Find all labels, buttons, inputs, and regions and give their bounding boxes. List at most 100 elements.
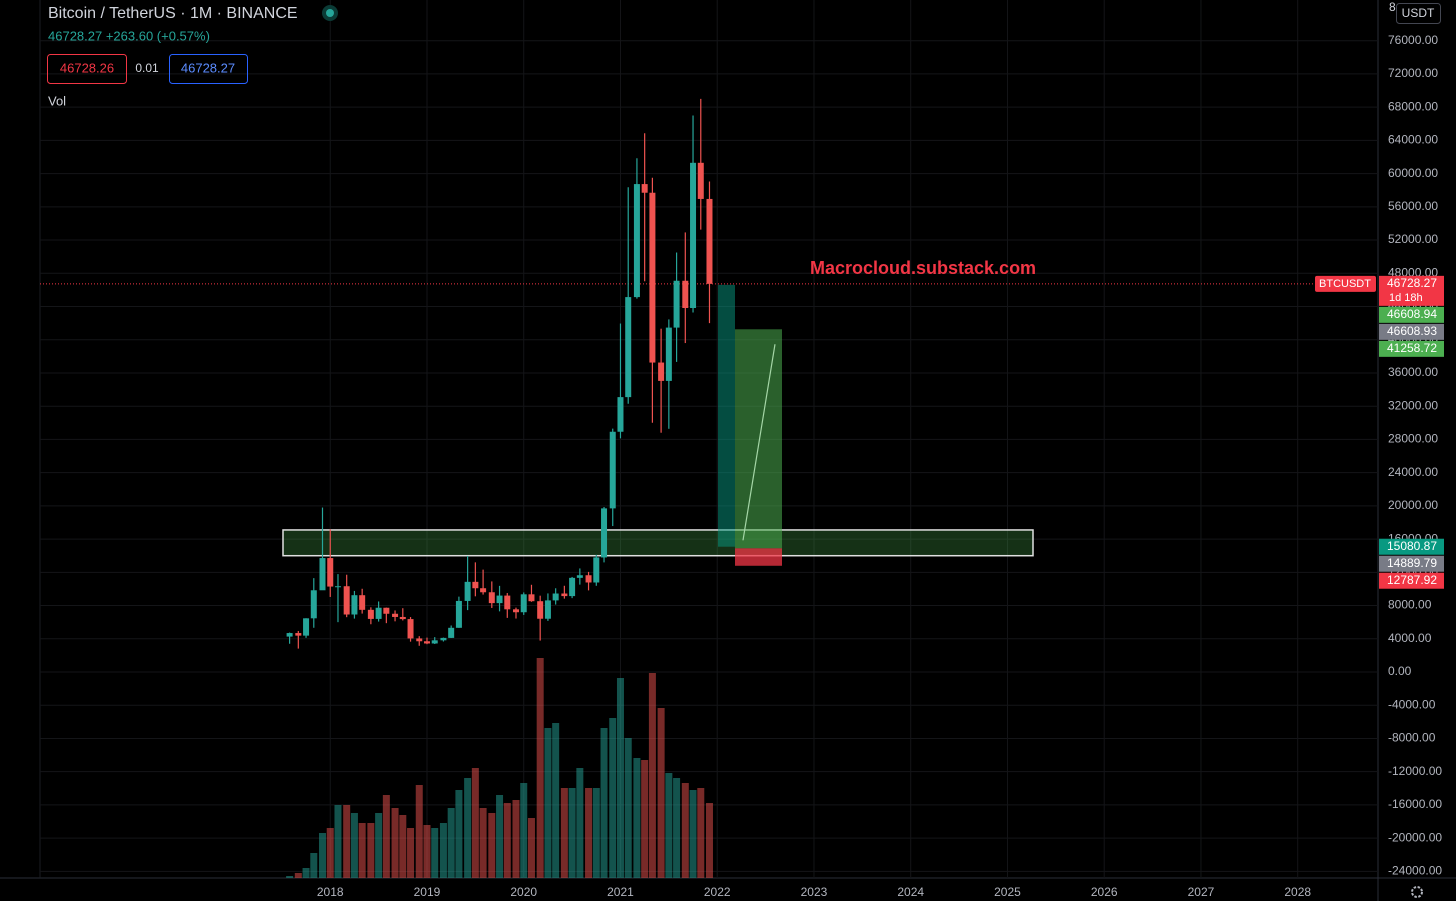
- candle-body: [399, 616, 406, 620]
- volume-bar: [464, 778, 472, 878]
- sell-button[interactable]: [47, 54, 127, 84]
- volume-bar: [334, 805, 342, 878]
- volume-bar: [520, 783, 528, 878]
- volume-bar: [302, 868, 310, 878]
- volume-bar: [576, 768, 584, 878]
- candle-body: [504, 595, 511, 610]
- volume-bar: [326, 828, 334, 878]
- bid-price[interactable]: 46728.26: [60, 60, 114, 75]
- volume-bar: [471, 768, 479, 878]
- candle-body: [310, 590, 317, 619]
- level-label: 46608.93: [1387, 324, 1437, 338]
- volume-bar: [310, 853, 318, 878]
- candle-body: [327, 558, 334, 587]
- candle-body: [658, 362, 665, 381]
- y-tick-label: 60000.00: [1388, 166, 1438, 180]
- volume-bar: [455, 790, 463, 878]
- x-tick-label: 2026: [1091, 885, 1118, 899]
- volume-pane: [286, 658, 713, 878]
- level-label: 12787.92: [1387, 573, 1437, 587]
- volume-bar: [431, 828, 439, 878]
- candle-body: [617, 397, 624, 432]
- candle-body: [601, 508, 608, 558]
- y-tick-label: 8000.00: [1388, 598, 1432, 612]
- volume-bar: [624, 738, 632, 878]
- candle-body: [609, 431, 616, 509]
- candle-body: [673, 280, 680, 328]
- candle-body: [286, 633, 293, 637]
- volume-bar: [447, 808, 455, 878]
- candle-body: [576, 575, 583, 578]
- drawings: [40, 283, 1378, 566]
- volume-bar: [503, 803, 511, 878]
- y-tick-label: 32000.00: [1388, 398, 1438, 412]
- candle-body: [649, 192, 656, 363]
- y-tick-label: 52000.00: [1388, 232, 1438, 246]
- level-tag: [1379, 572, 1444, 589]
- candle-body: [593, 557, 600, 583]
- candle-body: [392, 613, 399, 617]
- candle-body: [544, 600, 551, 619]
- volume-bar: [358, 823, 366, 878]
- volume-bar: [633, 758, 641, 878]
- candle-body: [706, 198, 713, 284]
- volume-bar: [592, 788, 600, 878]
- settings-icon[interactable]: [1411, 886, 1423, 898]
- candle-body: [359, 595, 366, 610]
- currency-button[interactable]: [1396, 3, 1441, 24]
- volume-bar: [512, 800, 520, 878]
- volume-bar: [350, 813, 358, 878]
- volume-bar: [294, 873, 302, 878]
- volume-bar: [391, 808, 399, 878]
- volume-bar: [318, 833, 326, 878]
- volume-bar: [657, 708, 665, 878]
- position-target: [735, 329, 782, 549]
- candle-body: [416, 638, 423, 642]
- level-tag: [1379, 323, 1444, 340]
- x-tick-label: 2025: [994, 885, 1021, 899]
- candle-body: [569, 577, 576, 597]
- candle-body: [448, 627, 455, 638]
- volume-bar: [527, 818, 535, 878]
- quote-line: 46728.27 +263.60 (+0.57%): [48, 28, 210, 43]
- volume-bar: [439, 823, 447, 878]
- level-tag: [1379, 306, 1444, 323]
- volume-label: Vol: [48, 93, 66, 108]
- y-tick-label: 24000.00: [1388, 465, 1438, 479]
- currency[interactable]: USDT: [1402, 6, 1435, 20]
- level-label: 15080.87: [1387, 539, 1437, 553]
- last-price-symbol-tag: [1315, 275, 1376, 292]
- volume-bar: [407, 828, 415, 878]
- level-tag: [1379, 555, 1444, 572]
- watermark: Macrocloud.substack.com: [810, 258, 1036, 278]
- y-tick-label: 28000.00: [1388, 432, 1438, 446]
- level-tag: [1379, 538, 1444, 555]
- countdown: 1d 18h: [1389, 292, 1423, 304]
- x-tick-label: 2018: [317, 885, 344, 899]
- candle-body: [472, 581, 479, 589]
- corner-text: 8: [1389, 0, 1396, 14]
- x-tick-label: 2022: [704, 885, 731, 899]
- volume-bar: [641, 760, 649, 878]
- volume-bar: [488, 813, 496, 878]
- candle-body: [641, 184, 648, 193]
- x-tick-label: 2028: [1284, 885, 1311, 899]
- spread: 0.01: [135, 61, 159, 75]
- volume-bar: [689, 790, 697, 878]
- candle-body: [295, 633, 302, 636]
- buy-button[interactable]: [169, 54, 248, 84]
- candle-body: [520, 594, 527, 613]
- y-tick-label: 0.00: [1388, 664, 1412, 678]
- last-price-label: 46728.27: [1387, 276, 1437, 290]
- candle-body: [440, 637, 447, 641]
- grid: [40, 0, 1378, 878]
- candle-body: [633, 184, 640, 298]
- candle-body: [334, 586, 341, 588]
- volume-bar: [536, 658, 544, 878]
- ask-price[interactable]: 46728.27: [181, 60, 235, 75]
- x-tick-label: 2027: [1188, 885, 1215, 899]
- candle-body: [343, 586, 350, 615]
- candle-body: [665, 327, 672, 381]
- volume-bar: [665, 773, 673, 878]
- y-tick-label: 36000.00: [1388, 365, 1438, 379]
